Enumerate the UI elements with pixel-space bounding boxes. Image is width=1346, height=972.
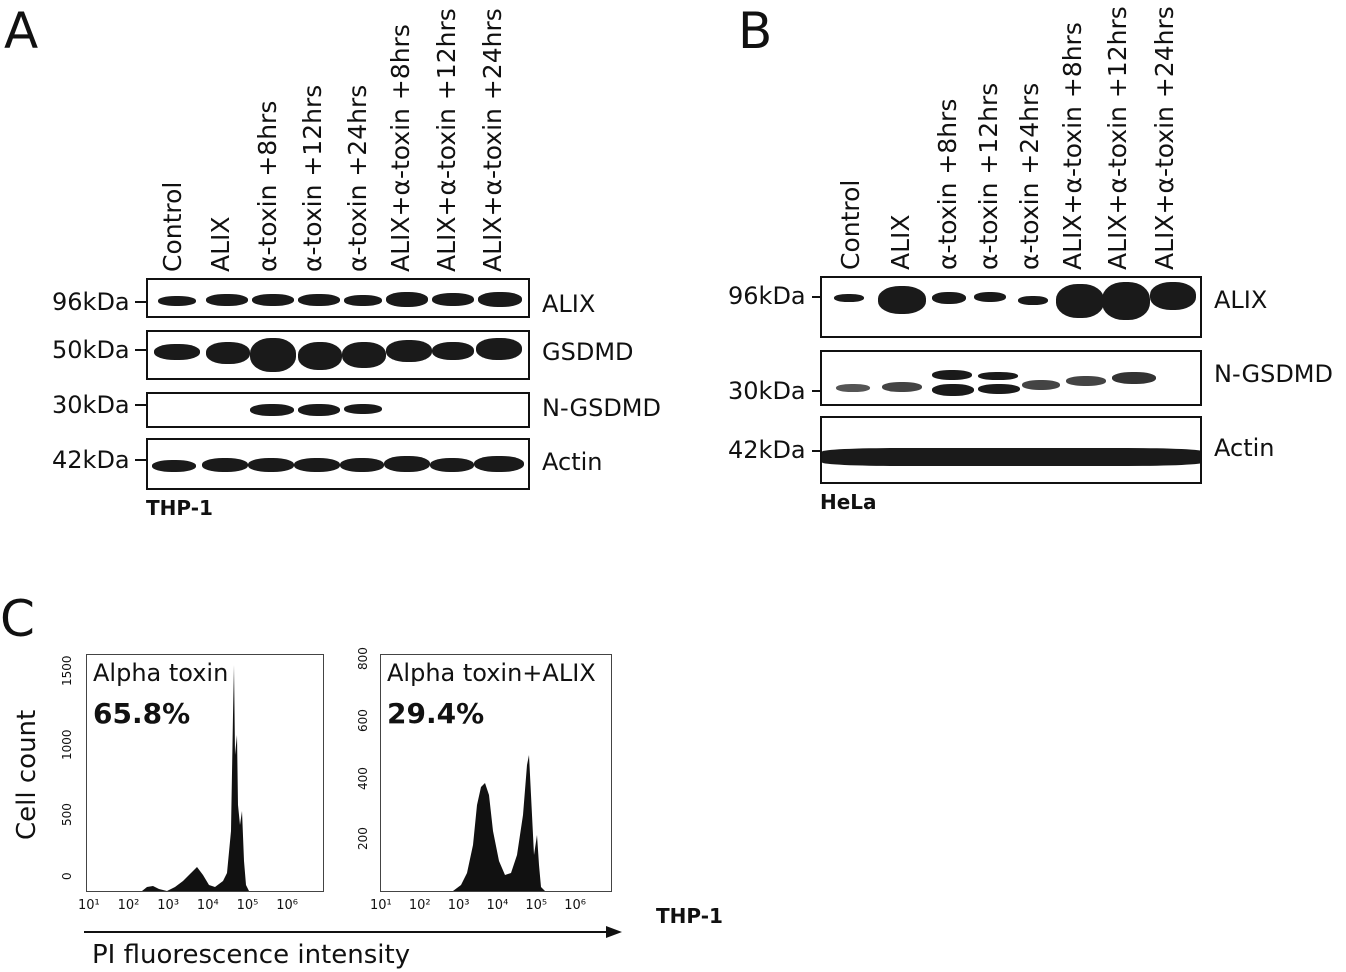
blot-b-alix (820, 276, 1202, 338)
x-axis-label: PI fluorescence intensity (92, 940, 411, 970)
cell-line-label: THP-1 (656, 904, 723, 928)
panel-c-label: C (0, 590, 35, 648)
lane-label: α-toxin +8hrs (933, 98, 962, 270)
y-tick: 1500 (60, 655, 74, 686)
blot-a-alix (146, 278, 530, 318)
y-tick: 0 (60, 872, 74, 880)
panel-a-label: A (4, 2, 39, 60)
x-tick: 10⁴ (486, 898, 509, 913)
lane-label: Control (158, 181, 187, 272)
x-tick-labels: 10¹ 10² 10³ 10⁴ 10⁵ 10⁶ (78, 898, 298, 913)
mw-marker: 96kDa (52, 288, 130, 316)
panel-b-label: B (738, 2, 773, 60)
marker-tick (135, 459, 147, 461)
lane-label: ALIX+α-toxin +24hrs (478, 8, 507, 272)
mw-marker: 30kDa (728, 377, 806, 405)
marker-tick (135, 349, 147, 351)
lane-label: ALIX+α-toxin +12hrs (432, 8, 461, 272)
x-tick: 10² (408, 898, 431, 913)
x-tick: 10³ (157, 898, 180, 913)
x-tick: 10⁵ (236, 898, 259, 913)
lane-label: α-toxin +24hrs (1015, 82, 1044, 270)
lane-label: ALIX (206, 216, 235, 272)
lane-label: ALIX+α-toxin +8hrs (386, 24, 415, 272)
histogram-alpha-toxin-alix: Alpha toxin+ALIX 29.4% (380, 654, 612, 892)
y-tick: 600 (356, 709, 370, 732)
marker-tick (135, 301, 147, 303)
cell-line-label: THP-1 (146, 496, 213, 520)
x-tick: 10³ (447, 898, 470, 913)
x-tick-labels: 10¹ 10² 10³ 10⁴ 10⁵ 10⁶ (370, 898, 586, 913)
protein-label: Actin (542, 448, 603, 476)
lane-label: ALIX+α-toxin +8hrs (1058, 22, 1087, 270)
x-axis-arrow (84, 926, 622, 938)
mw-marker: 42kDa (728, 436, 806, 464)
marker-tick (812, 296, 822, 298)
protein-label: Actin (1214, 434, 1275, 462)
x-tick: 10² (117, 898, 140, 913)
lane-label: α-toxin +12hrs (298, 84, 327, 272)
mw-marker: 42kDa (52, 446, 130, 474)
blot-b-ngsdmd (820, 350, 1202, 406)
marker-tick (135, 404, 147, 406)
protein-label: ALIX (542, 290, 596, 318)
lane-label: ALIX (886, 214, 915, 270)
y-axis-label: Cell count (12, 709, 42, 840)
lane-label: ALIX+α-toxin +24hrs (1150, 6, 1179, 270)
protein-label: ALIX (1214, 286, 1268, 314)
x-tick: 10⁶ (564, 898, 586, 913)
histogram-percent: 29.4% (387, 697, 485, 730)
y-tick: 200 (356, 827, 370, 850)
marker-tick (812, 450, 822, 452)
x-tick: 10⁵ (525, 898, 548, 913)
x-tick: 10⁴ (196, 898, 219, 913)
y-tick: 500 (60, 803, 74, 826)
histogram-title: Alpha toxin+ALIX (387, 659, 596, 687)
marker-tick (812, 390, 822, 392)
y-tick: 1000 (60, 729, 74, 760)
histogram-title: Alpha toxin (93, 659, 229, 687)
lane-label: α-toxin +24hrs (343, 84, 372, 272)
x-tick: 10⁶ (276, 898, 298, 913)
protein-label: N-GSDMD (542, 394, 661, 422)
blot-a-ngsdmd (146, 392, 530, 428)
mw-marker: 50kDa (52, 336, 130, 364)
mw-marker: 30kDa (52, 391, 130, 419)
mw-marker: 96kDa (728, 282, 806, 310)
lane-label: ALIX+α-toxin +12hrs (1103, 6, 1132, 270)
protein-label: N-GSDMD (1214, 360, 1333, 388)
lane-label: α-toxin +12hrs (974, 82, 1003, 270)
protein-label: GSDMD (542, 338, 634, 366)
blot-b-actin (820, 416, 1202, 484)
blot-a-gsdmd (146, 330, 530, 380)
lane-label: α-toxin +8hrs (253, 100, 282, 272)
blot-a-actin (146, 438, 530, 490)
lane-label: Control (836, 179, 865, 270)
histogram-alpha-toxin: Alpha toxin 65.8% (86, 654, 324, 892)
histogram-percent: 65.8% (93, 697, 191, 730)
y-tick: 400 (356, 767, 370, 790)
x-tick: 10¹ (370, 898, 392, 913)
x-tick: 10¹ (78, 898, 100, 913)
cell-line-label: HeLa (820, 490, 877, 514)
y-tick: 800 (356, 647, 370, 670)
